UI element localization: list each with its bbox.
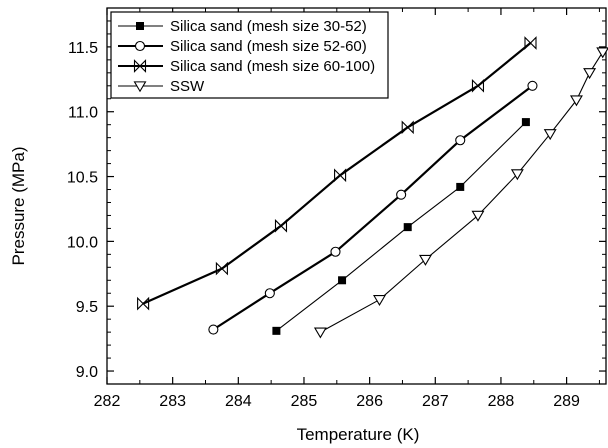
bowtie-marker — [133, 59, 147, 73]
triangle-marker — [133, 81, 147, 93]
y-tick-label: 10.5 — [67, 170, 98, 187]
data-point — [471, 78, 485, 93]
series-1 — [272, 118, 530, 335]
y-tick-label: 9.5 — [76, 299, 98, 316]
x-tick-label: 282 — [94, 393, 121, 410]
x-tick-label: 283 — [159, 393, 186, 410]
data-point — [396, 189, 407, 200]
x-tick-label: 284 — [225, 393, 252, 410]
legend-label: Silica sand (mesh size 52-60) — [170, 38, 367, 55]
triangle-marker — [596, 47, 608, 59]
bowtie-marker — [334, 168, 347, 183]
data-point — [456, 182, 465, 191]
bowtie-marker — [401, 120, 414, 135]
series-line — [212, 84, 534, 331]
bowtie-marker — [215, 261, 228, 276]
circle-marker — [264, 288, 275, 299]
plot-area-border — [106, 7, 607, 385]
y-tick-label: 10.0 — [67, 234, 98, 251]
y-tick-label: 11.5 — [68, 40, 98, 57]
data-point — [596, 47, 608, 59]
legend-marker — [133, 59, 147, 73]
data-point — [264, 288, 275, 299]
triangle-marker — [569, 95, 583, 107]
series-4 — [313, 47, 608, 339]
data-point — [403, 223, 412, 232]
circle-marker — [134, 40, 146, 52]
bowtie-marker — [137, 296, 150, 311]
legend-marker — [133, 81, 147, 93]
y-axis-ticks: 9.0 9.5 10.0 10.5 11.0 11.5 — [67, 7, 606, 381]
series-2 — [208, 80, 538, 335]
y-tick-label: 9.0 — [76, 364, 98, 381]
y-tick-label: 11.0 — [68, 105, 98, 122]
data-point — [527, 80, 538, 91]
triangle-marker — [510, 169, 524, 181]
legend-label: Silica sand (mesh size 30-52) — [170, 18, 367, 35]
circle-marker — [527, 80, 538, 91]
circle-marker — [208, 324, 219, 335]
x-tick-label: 289 — [553, 393, 580, 410]
data-point — [471, 210, 485, 222]
data-point — [418, 254, 432, 266]
series-layer — [137, 36, 608, 339]
data-point — [334, 168, 347, 183]
square-marker — [521, 118, 530, 127]
x-tick-label: 288 — [488, 393, 515, 410]
data-point — [274, 218, 288, 233]
x-tick-label: 285 — [291, 393, 318, 410]
legend-marker — [134, 40, 146, 52]
plot-frame — [106, 7, 607, 385]
legend-label: Silica sand (mesh size 60-100) — [170, 58, 375, 75]
series-line — [276, 121, 527, 332]
data-point — [338, 276, 347, 285]
data-point — [215, 261, 228, 276]
data-point — [455, 135, 466, 146]
bowtie-marker — [524, 36, 537, 50]
triangle-marker — [313, 327, 327, 339]
x-tick-label: 286 — [356, 393, 383, 410]
triangle-marker — [543, 129, 557, 141]
triangle-marker — [373, 295, 386, 307]
bowtie-marker — [471, 78, 485, 93]
y-axis-label: Pressure (MPa) — [9, 146, 28, 265]
x-tick-label: 287 — [422, 393, 449, 410]
data-point — [208, 324, 219, 335]
data-point — [401, 120, 414, 135]
data-point — [583, 68, 597, 80]
data-point — [137, 296, 150, 311]
data-point — [543, 129, 557, 141]
square-marker — [403, 223, 412, 232]
legend-marker — [136, 22, 144, 30]
legend: Silica sand (mesh size 30-52) Silica sand… — [110, 11, 389, 99]
triangle-marker — [471, 210, 485, 222]
triangle-marker — [418, 254, 432, 266]
data-point — [524, 36, 537, 50]
triangle-marker — [583, 68, 597, 80]
square-marker — [338, 276, 347, 285]
x-axis-ticks: 282 283 284 285 286 287 288 289 — [94, 8, 600, 410]
data-point — [510, 169, 524, 181]
square-marker — [456, 182, 465, 191]
x-axis-label: Temperature (K) — [297, 425, 420, 444]
data-point — [521, 118, 530, 127]
data-point — [313, 327, 327, 339]
circle-marker — [396, 189, 407, 200]
series-3 — [137, 36, 537, 311]
data-point — [330, 246, 341, 257]
legend-label: SSW — [170, 78, 205, 95]
bowtie-marker — [274, 218, 288, 233]
square-marker — [136, 22, 144, 30]
data-point — [569, 95, 583, 107]
data-point — [373, 295, 386, 307]
circle-marker — [330, 246, 341, 257]
square-marker — [272, 326, 281, 335]
circle-marker — [455, 135, 466, 146]
data-point — [272, 326, 281, 335]
